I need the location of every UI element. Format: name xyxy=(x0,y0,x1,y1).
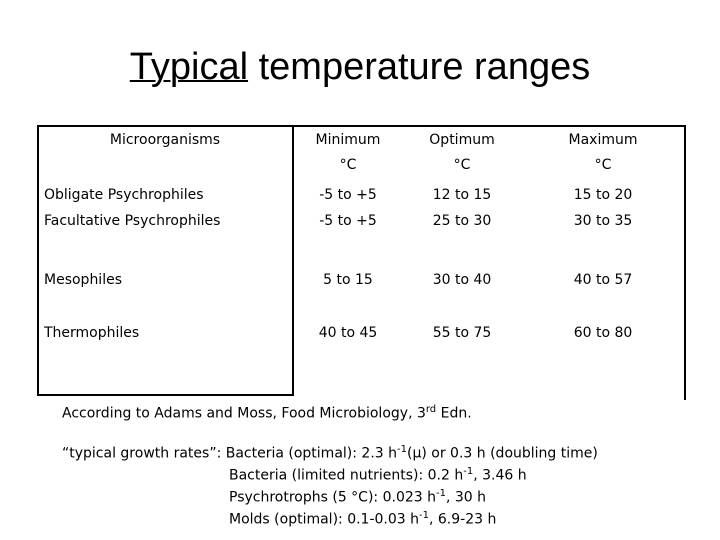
superscript: -1 xyxy=(397,444,407,455)
slide-title: Typical temperature ranges xyxy=(0,46,720,89)
text-run: Molds (optimal): 0.1-0.03 h xyxy=(229,511,420,528)
organism-cell: Obligate Psychrophiles xyxy=(44,187,204,203)
superscript: -1 xyxy=(463,466,474,477)
text-run: , 3.46 h xyxy=(473,467,527,484)
text-run: , 6.9-23 h xyxy=(429,511,497,528)
value-cell: 40 to 45 xyxy=(318,325,378,341)
growth-note: Bacteria (limited nutrients): 0.2 h-1, 3… xyxy=(229,463,527,485)
value-cell: 30 to 40 xyxy=(432,272,492,288)
value-cell: -5 to +5 xyxy=(319,213,377,229)
value-cell: -5 to +5 xyxy=(319,187,377,203)
title-emphasis: Typical xyxy=(129,46,249,88)
superscript: rd xyxy=(425,404,437,415)
header-cell: Microorganisms xyxy=(109,132,221,148)
organism-cell: Facultative Psychrophiles xyxy=(44,213,221,229)
table-border xyxy=(37,125,686,127)
value-cell: 25 to 30 xyxy=(432,213,492,229)
text-run: “typical growth rates”: Bacteria (optima… xyxy=(62,445,398,462)
growth-note: “typical growth rates”: Bacteria (optima… xyxy=(62,441,598,463)
table-border xyxy=(37,394,294,396)
value-cell: 15 to 20 xyxy=(573,187,633,203)
source-note: According to Adams and Moss, Food Microb… xyxy=(62,401,472,423)
value-cell: 60 to 80 xyxy=(573,325,633,341)
value-cell: 12 to 15 xyxy=(432,187,492,203)
header-cell: Optimum xyxy=(429,132,495,148)
organism-cell: Thermophiles xyxy=(44,325,140,341)
table-border xyxy=(37,125,39,396)
table-border xyxy=(684,125,686,400)
text-run: Bacteria (limited nutrients): 0.2 h xyxy=(229,467,464,484)
value-cell: 40 to 57 xyxy=(573,272,633,288)
value-cell: 5 to 15 xyxy=(323,272,373,288)
value-cell: 55 to 75 xyxy=(432,325,492,341)
superscript: -1 xyxy=(419,510,429,521)
title-rest: temperature ranges xyxy=(258,46,591,88)
value-cell: 30 to 35 xyxy=(573,213,633,229)
header-cell: Minimum xyxy=(315,132,381,148)
growth-note: Psychrotrophs (5 °C): 0.023 h-1, 30 h xyxy=(229,485,486,507)
column-divider xyxy=(292,125,294,396)
growth-note: Molds (optimal): 0.1-0.03 h-1, 6.9-23 h xyxy=(229,507,496,529)
text-run: According to Adams and Moss, Food Microb… xyxy=(62,405,426,422)
header-cell: °C xyxy=(453,157,471,173)
superscript: -1 xyxy=(436,488,446,499)
text-run: Edn. xyxy=(436,405,472,422)
organism-cell: Mesophiles xyxy=(44,272,122,288)
text-run: , 30 h xyxy=(445,489,487,506)
header-cell: Maximum xyxy=(568,132,638,148)
header-cell: °C xyxy=(594,157,612,173)
header-cell: °C xyxy=(339,157,357,173)
text-run: Psychrotrophs (5 °C): 0.023 h xyxy=(229,489,436,506)
text-run: (μ) or 0.3 h (doubling time) xyxy=(407,445,598,462)
